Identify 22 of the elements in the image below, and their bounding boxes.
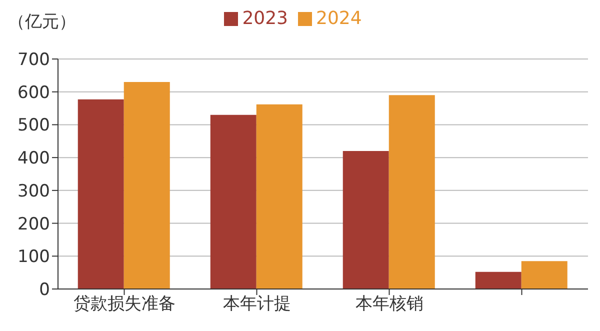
y-tick-label: 0 — [39, 280, 50, 300]
bar — [124, 82, 170, 289]
x-tick-label: 贷款损失准备 — [73, 294, 176, 314]
bar — [475, 272, 522, 289]
bar — [342, 151, 389, 289]
y-tick-label: 600 — [18, 82, 50, 103]
bar — [78, 99, 124, 289]
y-axis-title: （亿元） — [8, 11, 76, 33]
y-tick-label: 100 — [18, 247, 50, 268]
legend-label: 2023 — [242, 8, 288, 29]
bar — [521, 261, 568, 289]
y-tick-label: 700 — [18, 50, 50, 70]
bar — [210, 114, 256, 289]
y-tick-label: 400 — [18, 148, 50, 169]
bar — [388, 95, 435, 289]
y-tick-label: 200 — [18, 214, 50, 234]
x-tick-label: 本年计提 — [222, 294, 291, 314]
y-tick-label: 500 — [18, 116, 50, 136]
y-tick-label: 300 — [18, 181, 50, 202]
bar — [256, 104, 302, 289]
x-tick-label: 本年核销 — [355, 294, 424, 314]
legend-label: 2024 — [316, 8, 362, 29]
